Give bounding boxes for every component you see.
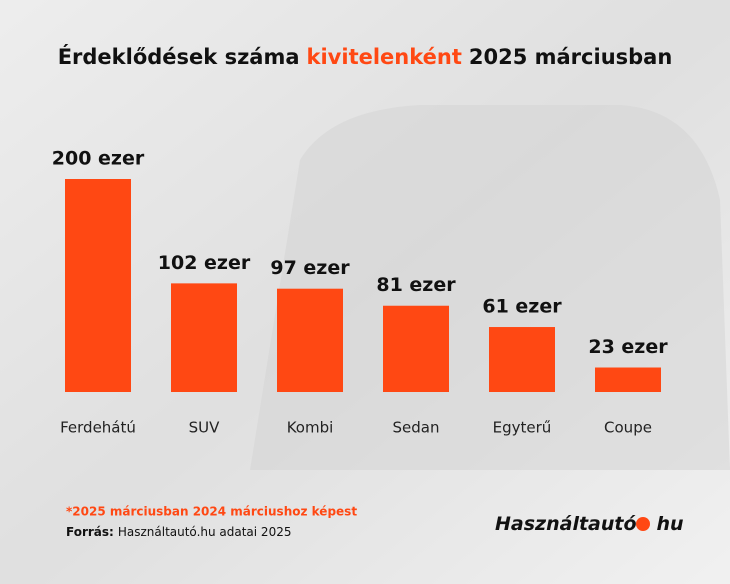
bar (277, 288, 343, 392)
x-tick-label: Coupe (604, 419, 652, 437)
value-label: 61 ezer (482, 296, 562, 318)
bar (595, 367, 661, 392)
x-tick-label: SUV (189, 419, 221, 437)
bar (383, 305, 449, 392)
chart-title: Érdeklődések száma kivitelenként 2025 márc… (58, 44, 673, 69)
source-text: Használtautó.hu adatai 2025 (118, 525, 292, 539)
logo-name: Használtautó (495, 513, 637, 535)
x-tick-label: Egyterű (493, 419, 552, 437)
x-tick-label: Sedan (393, 419, 440, 437)
value-label: 200 ezer (52, 148, 145, 170)
value-label: 23 ezer (588, 336, 668, 358)
bar (65, 179, 131, 392)
x-tick-label: Kombi (287, 419, 334, 437)
footnote: *2025 márciusban 2024 márciushoz képest (66, 505, 357, 519)
title-part: Érdeklődések száma (58, 44, 300, 69)
bar (171, 283, 237, 392)
value-label: 102 ezer (158, 252, 251, 274)
logo-tld: hu (657, 513, 684, 535)
title-part: 2025 márciusban (469, 45, 672, 69)
x-tick-label: Ferdehátú (60, 419, 136, 437)
logo: Használtautó hu (495, 513, 684, 535)
source-label: Forrás: (66, 525, 114, 539)
value-label: 97 ezer (270, 257, 350, 279)
logo-dot (636, 517, 650, 531)
value-label: 81 ezer (376, 274, 456, 296)
bar (489, 327, 555, 392)
title-highlight: kivitelenként (307, 45, 462, 69)
source: Forrás: Használtautó.hu adatai 2025 (66, 525, 291, 539)
